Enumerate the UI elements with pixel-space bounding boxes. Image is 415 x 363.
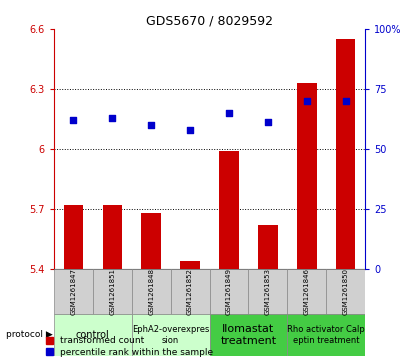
FancyBboxPatch shape [54,269,93,314]
Text: control: control [76,330,110,340]
FancyBboxPatch shape [210,269,249,314]
Text: EphA2-overexpres
sion: EphA2-overexpres sion [132,325,209,344]
Text: GSM1261847: GSM1261847 [71,268,76,315]
Text: GSM1261853: GSM1261853 [265,268,271,315]
Bar [63,205,83,269]
FancyBboxPatch shape [132,269,171,314]
Point [109,115,116,121]
Bar [181,261,200,269]
Bar [297,83,317,269]
FancyBboxPatch shape [171,269,210,314]
FancyBboxPatch shape [287,314,365,356]
Point [342,98,349,104]
Point [148,122,154,128]
Point [187,127,193,132]
FancyBboxPatch shape [249,269,287,314]
Text: GSM1261849: GSM1261849 [226,268,232,315]
FancyBboxPatch shape [287,269,326,314]
Text: GSM1261850: GSM1261850 [343,268,349,315]
Point [265,119,271,125]
Text: GSM1261852: GSM1261852 [187,268,193,315]
FancyBboxPatch shape [132,314,210,356]
Bar [103,205,122,269]
Bar [258,225,278,269]
Title: GDS5670 / 8029592: GDS5670 / 8029592 [146,15,273,28]
FancyBboxPatch shape [93,269,132,314]
Point [226,110,232,116]
Bar [336,39,356,269]
Text: Ilomastat
treatment: Ilomastat treatment [220,324,276,346]
Text: GSM1261848: GSM1261848 [148,268,154,315]
Bar [219,151,239,269]
Point [303,98,310,104]
FancyBboxPatch shape [326,269,365,314]
Point [70,117,77,123]
Legend: transformed count, percentile rank within the sample: transformed count, percentile rank withi… [46,336,214,357]
Text: GSM1261846: GSM1261846 [304,268,310,315]
Text: protocol ▶: protocol ▶ [6,330,53,339]
FancyBboxPatch shape [210,314,287,356]
Text: GSM1261851: GSM1261851 [109,268,115,315]
Text: Rho activator Calp
eptin treatment: Rho activator Calp eptin treatment [288,325,365,344]
Bar [142,213,161,269]
FancyBboxPatch shape [54,314,132,356]
